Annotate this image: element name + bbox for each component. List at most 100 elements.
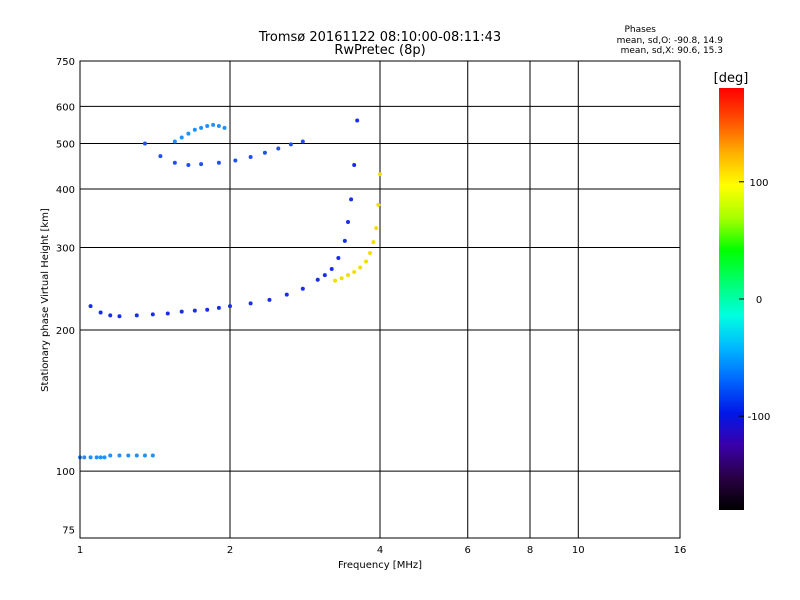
data-point [150, 453, 155, 458]
colorbar-tick-label: -100 [748, 412, 771, 423]
y-axis-label: Stationary phase Virtual Height [km] [40, 208, 51, 392]
data-point [199, 162, 204, 167]
data-point [276, 146, 281, 151]
data-point [216, 305, 221, 310]
data-point [322, 273, 327, 278]
data-point [205, 307, 210, 312]
data-point [300, 139, 305, 144]
x-tick-label: 4 [377, 545, 383, 556]
data-point [345, 220, 350, 225]
data-point [222, 125, 227, 130]
data-point [368, 251, 373, 256]
data-point [199, 125, 204, 130]
data-point [102, 455, 107, 460]
y-axis: 75 100 200 300 400 500 600 750 [56, 57, 75, 537]
data-point [192, 308, 197, 313]
data-points [78, 118, 382, 460]
data-point [349, 197, 354, 202]
data-point [211, 122, 216, 127]
data-point [352, 162, 357, 167]
x-tick-label: 16 [674, 545, 687, 556]
data-point [288, 142, 293, 147]
x-tick-label: 1 [77, 545, 83, 556]
data-point [267, 297, 272, 302]
data-point [262, 150, 267, 155]
data-point [134, 313, 139, 318]
data-point [352, 269, 357, 274]
x-axis: 1 2 4 6 8 10 16 [77, 545, 687, 556]
data-point [117, 314, 122, 319]
colorbar-tick-label: 0 [756, 295, 762, 306]
data-point [142, 453, 147, 458]
data-point [88, 455, 93, 460]
data-point [345, 273, 350, 278]
data-point [192, 127, 197, 132]
y-tick-label: 200 [56, 326, 75, 337]
data-point [172, 139, 177, 144]
data-point [364, 259, 369, 264]
data-point [376, 202, 381, 207]
data-point [315, 277, 320, 282]
data-point [179, 309, 184, 314]
data-point [339, 276, 344, 281]
data-point [216, 123, 221, 128]
stats-line-o: mean, sd,O: -90.8, 14.9 [617, 36, 724, 46]
data-point [374, 226, 379, 231]
x-tick-label: 2 [227, 545, 233, 556]
data-point [216, 160, 221, 165]
data-point [172, 160, 177, 165]
data-point [329, 266, 334, 271]
y-tick-label: 500 [56, 140, 75, 151]
colorbar-tick-label: 100 [749, 178, 768, 189]
data-point [378, 172, 382, 177]
y-tick-label: 300 [56, 244, 75, 255]
data-point [94, 455, 99, 460]
data-point [248, 154, 253, 159]
y-tick-label: 75 [62, 526, 75, 537]
colorbar: 100 0 -100 [719, 88, 770, 510]
data-point [300, 286, 305, 291]
colorbar-label: [deg] [714, 71, 749, 86]
chart-subtitle: RwPretec (8p) [334, 43, 425, 58]
data-point [98, 455, 103, 460]
y-tick-label: 400 [56, 185, 75, 196]
data-point [284, 292, 289, 297]
data-point [186, 162, 191, 167]
data-point [248, 301, 253, 306]
x-axis-label: Frequency [MHz] [338, 560, 422, 571]
x-tick-label: 8 [527, 545, 533, 556]
data-point [82, 455, 87, 460]
x-tick-label: 6 [465, 545, 471, 556]
data-point [165, 311, 170, 316]
chart-title: Tromsø 20161122 08:10:00-08:11:43 [258, 30, 501, 45]
y-tick-label: 750 [56, 57, 75, 68]
data-point [233, 158, 238, 163]
data-point [88, 304, 93, 309]
data-point [355, 118, 360, 123]
data-point [150, 312, 155, 317]
data-point [228, 304, 232, 309]
data-point [342, 238, 347, 243]
grid-lines [80, 61, 680, 538]
data-point [371, 240, 376, 245]
data-point [333, 278, 338, 283]
data-point [98, 310, 103, 315]
data-point [108, 313, 113, 318]
data-point [179, 135, 184, 140]
data-point [205, 123, 210, 128]
stats-heading: Phases [624, 25, 656, 35]
data-point [142, 141, 147, 146]
data-point [117, 453, 122, 458]
y-tick-label: 100 [56, 467, 75, 478]
data-point [336, 255, 341, 260]
data-point [158, 154, 163, 159]
plot-frame [79, 60, 681, 539]
stats-line-x: mean, sd,X: 90.6, 15.3 [621, 46, 723, 56]
data-point [126, 453, 131, 458]
y-tick-label: 600 [56, 102, 75, 113]
data-point [358, 265, 363, 270]
data-point [186, 131, 191, 136]
data-point [134, 453, 139, 458]
x-tick-label: 10 [572, 545, 585, 556]
